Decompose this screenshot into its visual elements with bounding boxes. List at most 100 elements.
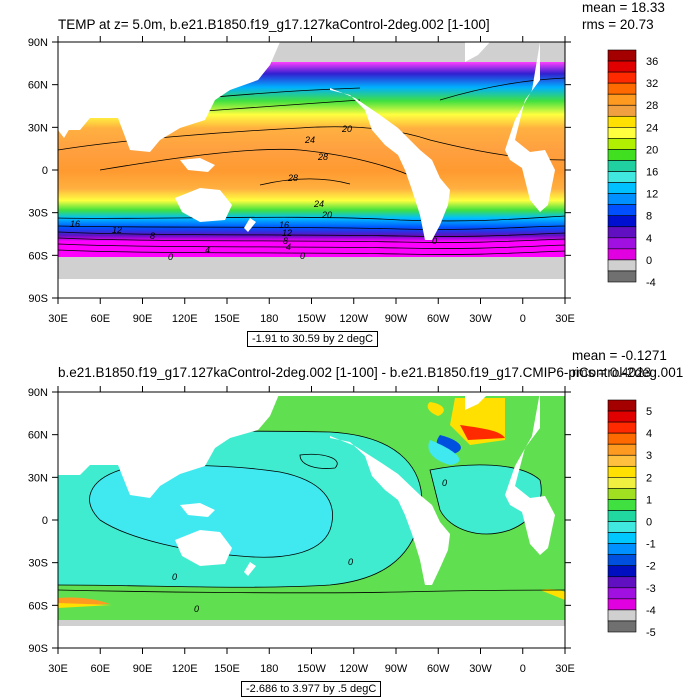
colorbar-label: 28	[646, 100, 658, 112]
x-tick-label: 180	[260, 663, 278, 675]
colorbar-swatch	[607, 182, 637, 194]
bottom-stat-mean: mean = -0.1271	[572, 348, 667, 363]
x-tick-label: 120W	[339, 663, 368, 675]
x-tick-label: 150W	[297, 663, 326, 675]
bottom-land-masses	[58, 392, 565, 648]
colorbar-swatch	[607, 554, 637, 567]
colorbar-swatch	[607, 521, 637, 533]
colorbar-label: 12	[646, 189, 658, 201]
bottom-colorbar	[607, 399, 637, 633]
x-tick-label: 120E	[172, 663, 198, 675]
x-tick-label: 90W	[385, 313, 408, 325]
colorbar-swatch	[607, 71, 637, 84]
colorbar-label: 0	[646, 517, 652, 529]
top-y-axis-labels: 90N 60N 30N 0 30S 60S 90S	[28, 37, 48, 305]
colorbar-swatch	[607, 598, 637, 611]
x-tick-label: 120W	[339, 313, 368, 325]
colorbar-label: 24	[646, 122, 658, 134]
colorbar-swatch	[607, 465, 637, 478]
bottom-range-label: -2.686 to 3.977 by .5 degC	[241, 681, 382, 697]
colorbar-label: 4	[646, 428, 652, 440]
contour-label: 0	[442, 478, 447, 488]
x-tick-label: 150W	[297, 313, 326, 325]
y-tick-label: 30S	[28, 208, 48, 220]
colorbar-label: 20	[646, 144, 658, 156]
contour-label: 20	[341, 124, 352, 134]
colorbar-label: -4	[646, 277, 656, 289]
contour-label: 24	[304, 135, 315, 145]
colorbar-swatch	[607, 138, 637, 150]
colorbar-swatch	[607, 620, 637, 633]
colorbar-label: 0	[646, 255, 652, 267]
colorbar-swatch	[607, 532, 637, 544]
contour-label: 16	[279, 220, 289, 230]
colorbar-swatch	[607, 248, 637, 261]
colorbar-label: 36	[646, 56, 658, 68]
colorbar-swatch	[607, 193, 637, 205]
colorbar-swatch	[607, 488, 637, 500]
top-land-masses	[58, 42, 555, 240]
colorbar-label: 16	[646, 167, 658, 179]
x-tick-label: 30E	[48, 313, 68, 325]
x-tick-label: 90E	[133, 313, 153, 325]
x-tick-label: 90W	[385, 663, 408, 675]
top-stat-mean: mean = 18.33	[582, 0, 665, 15]
x-tick-label: 60W	[427, 313, 450, 325]
x-tick-label: 180	[260, 313, 278, 325]
colorbar-swatch	[607, 160, 637, 172]
contour-label: 28	[317, 152, 328, 162]
contour-label: 12	[282, 228, 292, 238]
y-tick-label: 60N	[28, 80, 48, 92]
y-tick-label: 60N	[28, 430, 48, 442]
colorbar-label: -4	[646, 605, 656, 617]
colorbar-label: -3	[646, 583, 656, 595]
x-tick-label: 60E	[90, 663, 110, 675]
bottom-y-axis-labels: 90N 60N 30N 0 30S 60S 90S	[28, 387, 48, 655]
top-range-label: -1.91 to 30.59 by 2 degC	[247, 331, 379, 347]
colorbar-swatch	[607, 510, 637, 522]
top-x-axis-labels: 30E 60E 90E 120E 150E 180 150W 120W 90W 60W 30W 0 30…	[48, 313, 575, 325]
colorbar-swatch	[607, 115, 637, 128]
x-tick-label: 0	[520, 313, 526, 325]
colorbar-swatch	[607, 104, 637, 117]
colorbar-swatch	[607, 60, 637, 73]
y-tick-label: 0	[42, 165, 48, 177]
x-tick-label: 30E	[555, 663, 575, 675]
contour-label: 0	[300, 251, 305, 261]
colorbar-swatch	[607, 270, 637, 283]
colorbar-swatch	[607, 93, 637, 106]
colorbar-swatch	[607, 171, 637, 183]
bottom-x-axis-labels: 30E 60E 90E 120E 150E 180 150W 120W 90W 60W 30W 0 30…	[48, 663, 575, 675]
contour-label: 4	[286, 242, 291, 252]
colorbar-swatch	[607, 410, 637, 423]
colorbar-label: 3	[646, 450, 652, 462]
contour-label: 20	[321, 210, 332, 220]
colorbar-swatch	[607, 49, 637, 62]
top-chart-title: TEMP at z= 5.0m, b.e21.B1850.f19_g17.127…	[58, 17, 490, 32]
contour-label: 0	[432, 236, 437, 246]
x-tick-label: 30W	[469, 663, 492, 675]
y-tick-label: 30S	[28, 558, 48, 570]
x-tick-label: 30E	[48, 663, 68, 675]
colorbar-swatch	[607, 149, 637, 161]
y-tick-label: 60S	[28, 600, 48, 612]
top-contour-labels: 20 24 28 28 24 20 16 12 8 4 0 16 12 8 4 …	[70, 124, 437, 262]
bottom-colorbar-labels: 5 4 3 2 1 0 -1 -2 -3 -4 -5	[646, 406, 656, 639]
y-tick-label: 90S	[28, 293, 48, 305]
x-tick-label: 60W	[427, 663, 450, 675]
y-tick-label: 90S	[28, 643, 48, 655]
x-tick-label: 150E	[214, 313, 240, 325]
colorbar-label: 8	[646, 211, 652, 223]
top-colorbar-labels: 36 32 28 24 20 16 12 8 4 0 -4	[646, 56, 658, 289]
contour-label: 12	[112, 225, 122, 235]
colorbar-swatch	[607, 477, 637, 489]
colorbar-swatch	[607, 565, 637, 578]
x-tick-label: 30W	[469, 313, 492, 325]
bottom-stat-rms: rms = 0.4023	[572, 365, 652, 380]
colorbar-swatch	[607, 587, 637, 600]
colorbar-swatch	[607, 127, 637, 139]
y-tick-label: 90N	[28, 387, 48, 399]
contour-label: 8	[283, 236, 288, 246]
x-tick-label: 150E	[214, 663, 240, 675]
